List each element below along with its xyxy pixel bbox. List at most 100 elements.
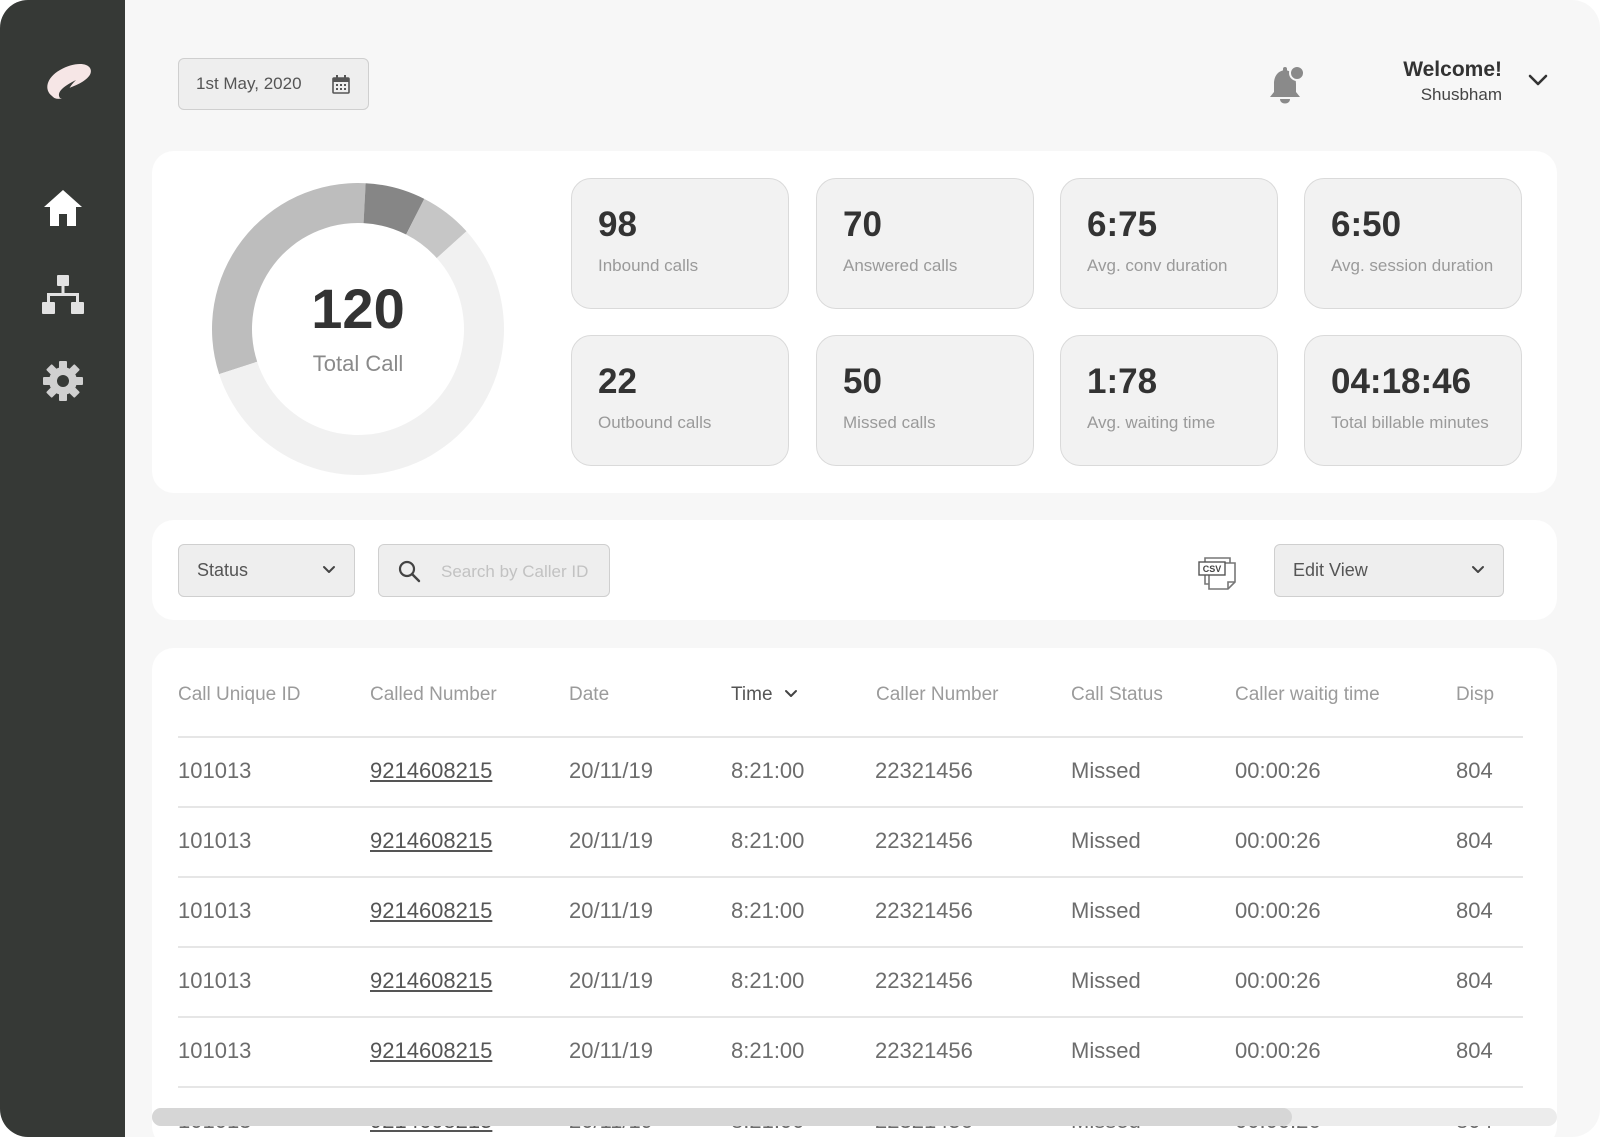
- cell-disp: 804: [1456, 758, 1493, 783]
- cell-date: 20/11/19: [569, 898, 654, 923]
- total-call-label: Total Call: [312, 351, 404, 376]
- cell-caller-number: 22321456: [875, 758, 973, 783]
- cell-call-status: Missed: [1071, 758, 1141, 783]
- cell-called-number-link[interactable]: 9214608215: [370, 758, 493, 783]
- sort-chevron-down-icon: [784, 690, 797, 697]
- stat-label: Missed calls: [843, 413, 936, 432]
- cell-call-unique-id: 101013: [178, 968, 252, 993]
- status-dropdown[interactable]: Status: [178, 544, 355, 597]
- status-dropdown-label: Status: [197, 560, 249, 580]
- stat-value: 6:75: [1087, 205, 1158, 244]
- cell-disp: 804: [1456, 898, 1493, 923]
- donut-segment-1[interactable]: [212, 183, 366, 375]
- donut-segment-2[interactable]: [363, 183, 425, 235]
- user-greeting[interactable]: Welcome! Shusbham: [1403, 58, 1502, 105]
- edit-view-dropdown[interactable]: Edit View: [1274, 544, 1504, 597]
- edit-view-label: Edit View: [1293, 560, 1368, 580]
- cell-time: 8:21:00: [731, 1038, 805, 1063]
- cell-call-status: Missed: [1071, 828, 1141, 853]
- search-box[interactable]: [378, 544, 610, 597]
- stat-label: Answered calls: [843, 256, 958, 275]
- csv-export-icon[interactable]: CSV: [1197, 550, 1241, 592]
- notification-bell-icon[interactable]: [1267, 64, 1307, 106]
- stat-value: 04:18:46: [1331, 362, 1472, 401]
- sidebar: [0, 0, 125, 1137]
- cell-time: 8:21:00: [731, 898, 805, 923]
- search-input[interactable]: [439, 559, 603, 585]
- sidebar-item-settings[interactable]: [40, 358, 86, 404]
- horizontal-scrollbar-thumb[interactable]: [152, 1108, 1292, 1126]
- stat-tile-answered[interactable]: 70 Answered calls: [816, 178, 1034, 309]
- cell-date: 20/11/19: [569, 758, 654, 783]
- cell-called-number-link[interactable]: 9214608215: [370, 1038, 493, 1063]
- home-icon: [44, 190, 82, 226]
- sidebar-item-hierarchy[interactable]: [40, 272, 86, 318]
- date-picker[interactable]: 1st May, 2020: [178, 58, 369, 110]
- user-name: Shusbham: [1420, 85, 1502, 104]
- stat-value: 1:78: [1087, 362, 1158, 401]
- stat-tile-avg-waiting-time[interactable]: 1:78 Avg. waiting time: [1060, 335, 1278, 466]
- filter-bar: Status CSV Edit View: [152, 520, 1557, 620]
- header-divider: [178, 736, 1523, 738]
- cell-called-number-link[interactable]: 9214608215: [370, 828, 493, 853]
- column-header-disp[interactable]: Disp: [1456, 684, 1495, 705]
- stat-label: Outbound calls: [598, 413, 712, 432]
- sidebar-item-home[interactable]: [40, 185, 86, 231]
- row-divider: [178, 1086, 1523, 1088]
- cell-call-status: Missed: [1071, 1038, 1141, 1063]
- column-header-caller-number[interactable]: Caller Number: [876, 684, 999, 705]
- stat-tile-missed[interactable]: 50 Missed calls: [816, 335, 1034, 466]
- gear-icon: [43, 361, 83, 401]
- cell-date: 20/11/19: [569, 968, 654, 993]
- chevron-down-icon[interactable]: [1525, 68, 1551, 92]
- total-call-value: 120: [311, 277, 405, 340]
- cell-waiting-time: 00:00:26: [1235, 1038, 1321, 1063]
- column-header-caller-waiting-time[interactable]: Caller waitig time: [1235, 684, 1380, 705]
- cell-caller-number: 22321456: [875, 968, 973, 993]
- column-header-call-status[interactable]: Call Status: [1071, 684, 1163, 705]
- stat-tile-avg-session-duration[interactable]: 6:50 Avg. session duration: [1304, 178, 1522, 309]
- cell-caller-number: 22321456: [875, 898, 973, 923]
- cell-waiting-time: 00:00:26: [1235, 828, 1321, 853]
- stat-tile-inbound[interactable]: 98 Inbound calls: [571, 178, 789, 309]
- search-icon: [398, 560, 421, 583]
- cell-call-unique-id: 101013: [178, 1038, 252, 1063]
- cell-disp: 804: [1456, 828, 1493, 853]
- row-divider: [178, 946, 1523, 948]
- chevron-down-icon: [1472, 566, 1484, 573]
- column-header-time[interactable]: Time: [731, 684, 798, 706]
- column-header-called-number[interactable]: Called Number: [370, 684, 497, 705]
- column-header-call-unique-id[interactable]: Call Unique ID: [178, 684, 301, 705]
- calendar-icon: [332, 75, 350, 94]
- stat-label: Avg. conv duration: [1087, 256, 1228, 275]
- cell-time: 8:21:00: [731, 828, 805, 853]
- call-summary-card: 120 Total Call 98 Inbound calls 70 Answe…: [152, 151, 1557, 493]
- stat-value: 50: [843, 362, 882, 401]
- call-log-table: Call Unique ID Called Number Date Time C…: [152, 648, 1557, 1137]
- donut-segment-4[interactable]: [219, 231, 504, 475]
- cell-date: 20/11/19: [569, 1038, 654, 1063]
- column-header-date[interactable]: Date: [569, 684, 610, 705]
- stat-tile-outbound[interactable]: 22 Outbound calls: [571, 335, 789, 466]
- row-divider: [178, 1016, 1523, 1018]
- csv-label: CSV: [1203, 564, 1222, 574]
- stat-label: Avg. waiting time: [1087, 413, 1216, 432]
- stat-value: 22: [598, 362, 637, 401]
- stat-tile-total-billable-minutes[interactable]: 04:18:46 Total billable minutes: [1304, 335, 1522, 466]
- stat-tile-avg-conv-duration[interactable]: 6:75 Avg. conv duration: [1060, 178, 1278, 309]
- stat-value: 70: [843, 205, 882, 244]
- cell-caller-number: 22321456: [875, 828, 973, 853]
- donut-segment-3[interactable]: [406, 198, 467, 259]
- cell-waiting-time: 00:00:26: [1235, 758, 1321, 783]
- cell-call-unique-id: 101013: [178, 828, 252, 853]
- airtel-logo-icon[interactable]: [38, 56, 94, 108]
- cell-called-number-link[interactable]: 9214608215: [370, 898, 493, 923]
- cell-date: 20/11/19: [569, 828, 654, 853]
- welcome-title: Welcome!: [1403, 58, 1502, 81]
- column-header-time-label: Time: [731, 684, 773, 705]
- cell-call-status: Missed: [1071, 898, 1141, 923]
- cell-called-number-link[interactable]: 9214608215: [370, 968, 493, 993]
- hierarchy-icon: [42, 275, 84, 314]
- cell-call-unique-id: 101013: [178, 898, 252, 923]
